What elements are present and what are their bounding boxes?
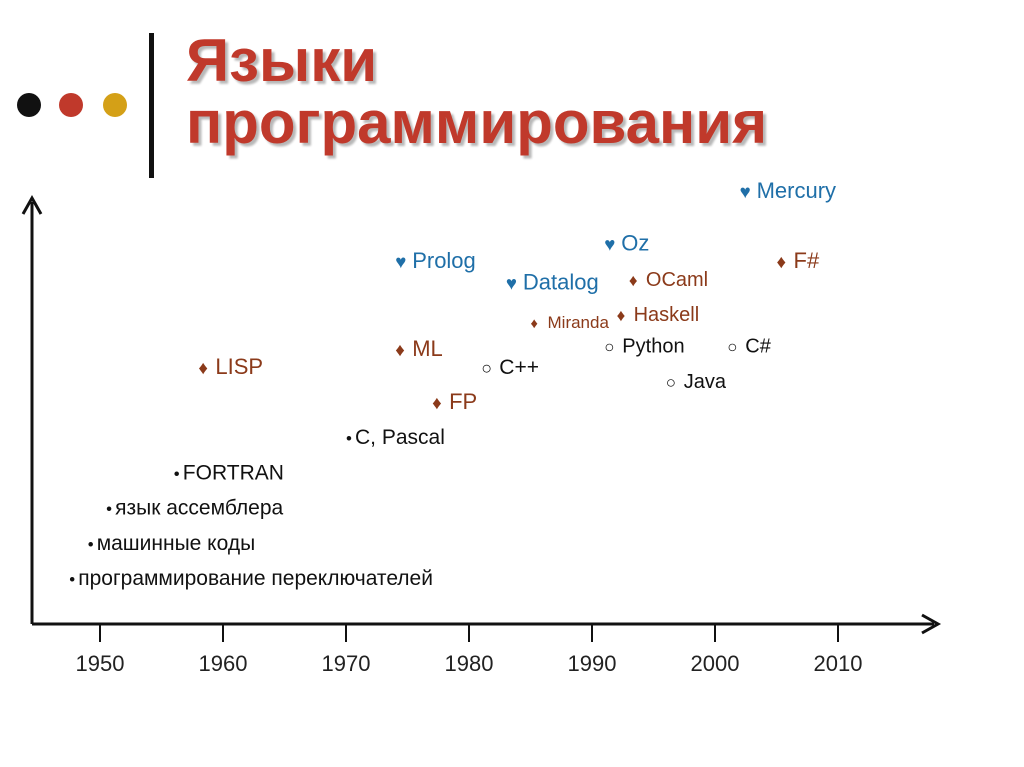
language-item: ○ Python [604,336,684,358]
language-item: ○ C# [727,336,771,358]
axes [21,194,942,635]
item-label: FP [449,389,477,414]
x-tick-label: 1950 [76,651,125,676]
language-item: ♥ Datalog [506,269,599,294]
item-marker-icon: • [69,570,75,589]
item-label: Python [622,336,684,358]
item-label: OCaml [646,269,708,291]
language-item: • машинные коды [88,532,255,555]
item-label: Miranda [548,313,610,332]
title-divider [149,33,154,178]
language-item: ♦ F# [777,248,820,273]
title-line-2: программирования [186,89,768,156]
item-marker-icon: ○ [727,338,737,357]
language-item: ♦ LISP [198,354,263,379]
x-tick-label: 2010 [814,651,863,676]
item-label: Oz [621,231,649,256]
item-marker-icon: ♦ [617,306,626,325]
language-item: ○ C++ [481,356,539,379]
item-marker-icon: ○ [666,373,676,392]
language-item: • C, Pascal [346,426,445,449]
x-tick-label: 1960 [199,651,248,676]
item-marker-icon: • [346,429,352,448]
item-label: Mercury [757,178,836,203]
language-item: ♥ Prolog [395,248,476,273]
language-item: • FORTRAN [174,461,284,484]
item-marker-icon: ♦ [198,357,208,378]
item-marker-icon: ○ [604,338,614,357]
y-axis-arrow-icon [21,194,43,215]
item-label: C# [745,336,771,358]
item-label: C, Pascal [355,426,445,449]
language-item: ♦ OCaml [629,269,708,291]
item-marker-icon: ♥ [740,181,751,202]
language-item: • язык ассемблера [106,497,283,520]
item-label: Prolog [412,248,476,273]
item-marker-icon: • [174,464,180,483]
item-marker-icon: • [88,535,94,554]
item-label: LISP [215,354,263,379]
language-item: ♥ Oz [604,231,649,256]
item-label: машинные коды [97,532,255,555]
item-marker-icon: ♦ [531,316,538,332]
item-label: ML [412,336,443,361]
item-marker-icon: ♥ [506,272,517,293]
item-label: программирование переключателей [78,567,433,590]
slide-title: Языки программирования [186,30,767,154]
x-axis-ticks: 1950 1960 1970 1980 1990 2000 2010 [76,624,863,676]
item-label: Haskell [634,304,700,326]
item-marker-icon: ♥ [604,234,615,255]
item-marker-icon: ♦ [395,339,405,360]
x-tick-label: 1980 [445,651,494,676]
item-marker-icon: ○ [481,358,492,378]
x-tick-label: 2000 [691,651,740,676]
red-dot-icon [59,93,83,117]
item-marker-icon: ♦ [777,251,787,272]
item-label: F# [794,248,820,273]
black-dot-icon [17,93,41,117]
language-item: ♥ Mercury [740,178,836,203]
item-marker-icon: ♥ [395,251,406,272]
x-axis-arrow-icon [921,613,942,635]
item-label: Java [684,371,727,393]
item-label: язык ассемблера [115,497,283,520]
item-marker-icon: ♦ [432,392,442,413]
x-tick-label: 1970 [322,651,371,676]
language-item: ○ Java [666,371,727,393]
language-items: • программирование переключателей• машинны… [69,178,836,590]
language-item: ♦ FP [432,389,477,414]
item-label: FORTRAN [183,461,284,484]
item-label: C++ [499,356,539,379]
language-item: ♦ Miranda [531,313,610,332]
language-item: • программирование переключателей [69,567,433,590]
item-marker-icon: • [106,500,112,519]
gold-dot-icon [103,93,127,117]
language-item: ♦ Haskell [617,304,700,326]
language-item: ♦ ML [395,336,443,361]
item-marker-icon: ♦ [629,271,638,290]
x-tick-label: 1990 [568,651,617,676]
item-label: Datalog [523,269,599,294]
title-line-1: Языки [186,27,378,94]
